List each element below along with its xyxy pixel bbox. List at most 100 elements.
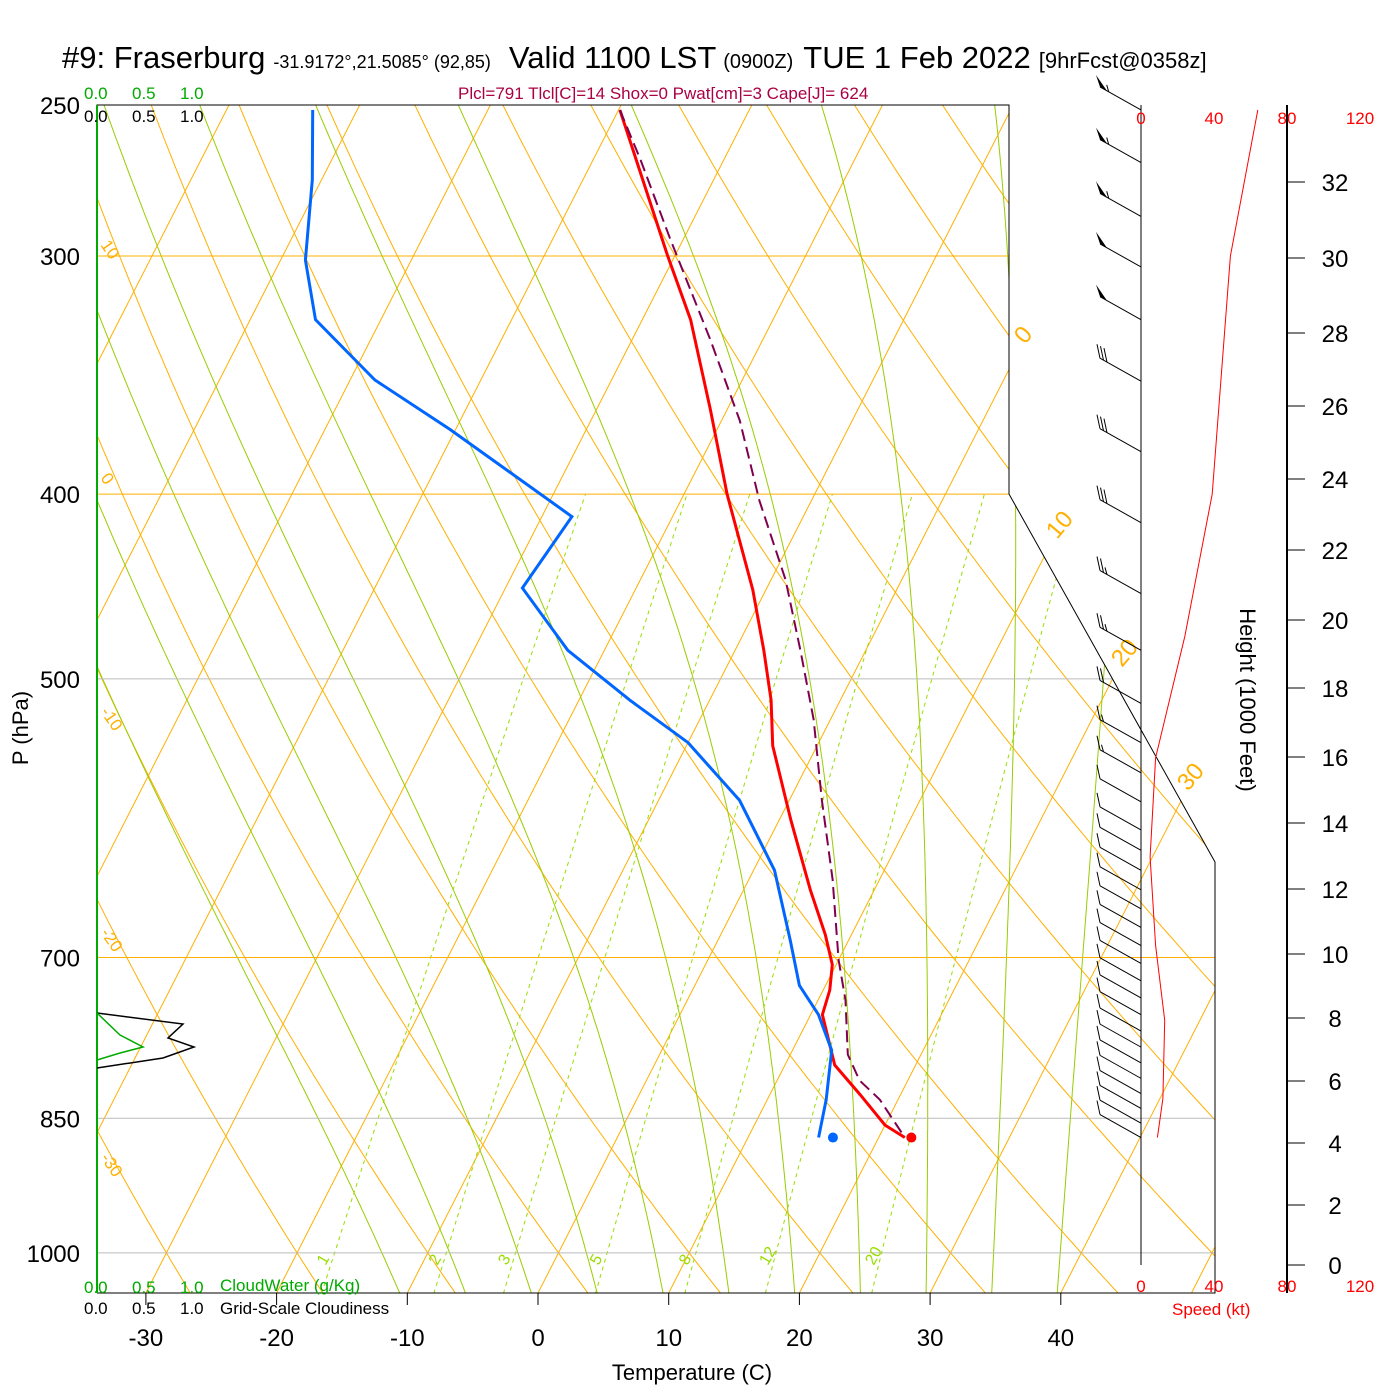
wind-barb — [1096, 1056, 1142, 1095]
speed-tick-label: 40 — [1205, 109, 1224, 128]
cloudiness-profile — [96, 1012, 197, 1069]
wind-barb — [1096, 231, 1142, 268]
wind-barb — [1096, 926, 1142, 964]
wind-barb-staff — [1099, 570, 1142, 594]
wind-barb-staff — [1099, 939, 1142, 964]
wind-barb-staff — [1099, 1114, 1142, 1138]
height-tick-label: 20 — [1322, 608, 1349, 635]
mixing-ratio-label: 8 — [676, 1252, 695, 1268]
wind-barb — [1096, 344, 1142, 382]
wind-barb-flag — [1096, 1041, 1101, 1056]
wind-barb — [1096, 764, 1142, 803]
speed-tick-label: 80 — [1278, 1277, 1297, 1296]
wind-barb — [1096, 613, 1142, 651]
surface-dewpoint-point — [827, 1132, 838, 1143]
title-valid: Valid 1100 LST — [509, 40, 716, 75]
x-tick-label: -20 — [259, 1325, 294, 1352]
wind-barb-pennant — [1096, 231, 1107, 248]
wind-barb-flag — [1096, 1010, 1101, 1025]
wind-barb-staff — [1099, 1070, 1142, 1095]
height-tick-label: 12 — [1322, 877, 1349, 904]
sounding-series — [303, 109, 917, 1143]
cloudwater-label: CloudWater (g/Kg) — [220, 1276, 360, 1295]
dry-adiabat-line — [1180, 105, 1215, 1293]
wind-barb-flag — [1103, 418, 1108, 433]
height-tick-label: 18 — [1322, 676, 1349, 703]
isotherm-line — [272, 105, 901, 1293]
dry-adiabat-line — [97, 105, 196, 1293]
wind-barb-flag — [1096, 1025, 1101, 1041]
moist-adiabat-line — [97, 105, 600, 1293]
cloudwater-tick-label: 0.0 — [84, 84, 108, 103]
title-utc: (0900Z) — [723, 51, 793, 73]
wind-barb-pennant — [1096, 127, 1107, 144]
dry-adiabat-line — [398, 105, 1215, 1293]
title-date: TUE 1 Feb 2022 — [803, 40, 1030, 75]
speed-tick-label: 0 — [1136, 1277, 1145, 1296]
wind-barb — [1096, 74, 1142, 111]
dry-adiabat-line — [572, 105, 1215, 1293]
isotherm-label: 0 — [1009, 321, 1038, 349]
wind-barb — [1096, 792, 1142, 831]
dry-adiabat-label: 0 — [97, 469, 118, 488]
wind-barb-flag — [1096, 485, 1101, 500]
wind-barb-flag — [1096, 960, 1101, 976]
wind-barb-flag — [1096, 833, 1101, 848]
wind-barb-flag — [1099, 615, 1104, 630]
wind-barb-flag — [1103, 348, 1108, 363]
wind-barb-staff — [1099, 991, 1142, 1016]
title-forecast: [9hrFcst@0358z] — [1039, 48, 1207, 73]
speed-tick-label: 0 — [1136, 109, 1145, 128]
wind-barb-flag — [1099, 668, 1104, 683]
wind-barb — [1096, 960, 1142, 999]
dry-adiabat-line — [224, 105, 993, 1293]
series-dewpoint-line — [303, 109, 834, 1138]
x-tick-label: 30 — [917, 1325, 944, 1352]
wind-barb-half-flag — [1106, 191, 1110, 199]
moist-adiabat-line — [97, 105, 535, 1293]
wind-barb-staff — [1099, 885, 1142, 910]
wind-barb-flag — [1096, 852, 1101, 867]
pressure-tick-label: 700 — [40, 946, 80, 973]
wind-barb-staff — [1099, 957, 1142, 982]
x-axis-title: Temperature (C) — [612, 1360, 772, 1385]
cloudwater-tick-label: 1.0 — [180, 84, 204, 103]
height-tick-label: 8 — [1328, 1006, 1341, 1033]
x-tick-label: -30 — [129, 1325, 164, 1352]
speed-tick-label: 120 — [1346, 1277, 1374, 1296]
wind-barb-half-flag — [1101, 714, 1104, 722]
wind-barb-flag — [1096, 344, 1101, 359]
cloudiness-tick-label: 0.5 — [132, 1299, 156, 1318]
height-tick-label: 10 — [1322, 942, 1349, 969]
moist-adiabat-line — [810, 105, 929, 1293]
wind-barb-flag — [1096, 792, 1101, 807]
height-tick-label: 22 — [1322, 538, 1349, 565]
dry-adiabat-line — [97, 105, 728, 1293]
wind-barb-staff — [1099, 357, 1142, 382]
dry-adiabat-line — [659, 105, 1215, 1293]
cloudiness-label: Grid-Scale Cloudiness — [220, 1299, 389, 1318]
wind-barb-half-flag — [1106, 137, 1110, 145]
pressure-tick-label: 1000 — [27, 1241, 80, 1268]
isotherm-line — [402, 105, 1031, 1293]
height-tick-label: 0 — [1328, 1253, 1341, 1280]
isotherm-line — [1186, 105, 1215, 1293]
wind-barb-staff — [1099, 866, 1142, 891]
wind-barb-half-flag — [1104, 624, 1108, 632]
wind-barb-flag — [1096, 764, 1101, 779]
wind-barb-staff — [1099, 1099, 1142, 1124]
wind-barb — [1096, 890, 1142, 928]
moist-adiabat-line — [442, 105, 796, 1293]
dry-adiabat-line — [97, 105, 595, 1293]
wind-barb-staff — [1099, 1054, 1142, 1079]
mixing-ratio-label: 12 — [756, 1244, 780, 1268]
wind-barb — [1096, 1025, 1142, 1064]
cloudiness-tick-label: 0.0 — [84, 107, 108, 126]
wind-barb-flag — [1096, 735, 1101, 750]
wind-barb-staff — [1099, 192, 1142, 217]
wind-barb-staff — [1099, 903, 1142, 928]
moist-adiabat-line — [97, 105, 469, 1293]
mixing-ratio-label: 1 — [314, 1252, 333, 1268]
wind-barb-staff — [1099, 499, 1142, 524]
